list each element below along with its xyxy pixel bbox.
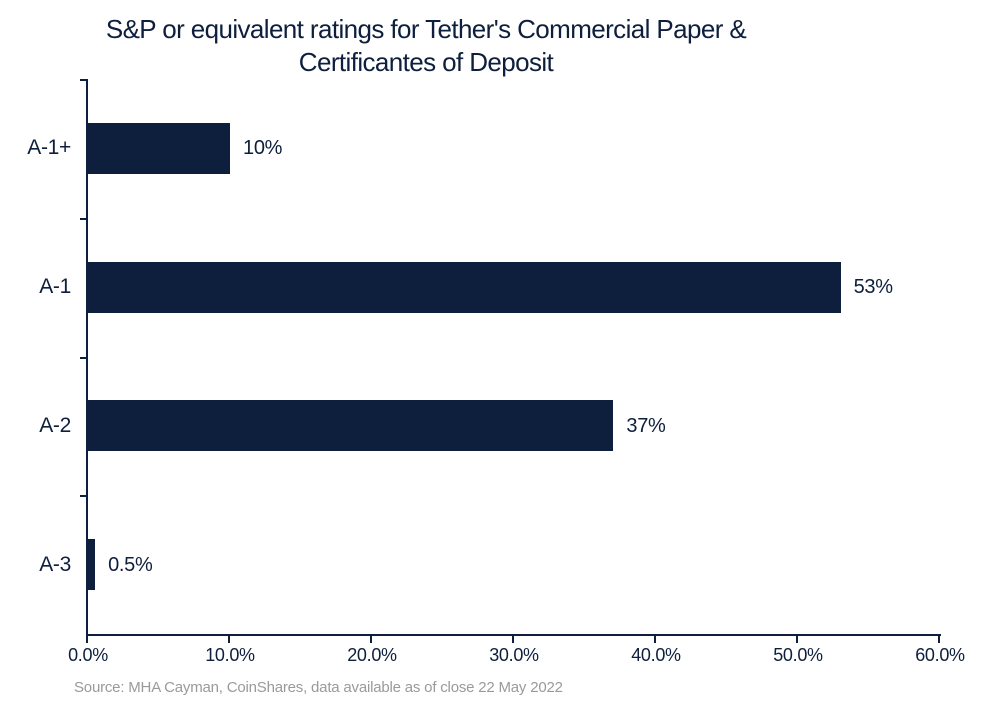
bar-a-2	[88, 400, 614, 452]
x-tick-label: 60.0%	[915, 645, 965, 665]
y-axis-tick	[80, 217, 86, 220]
category-label-a-3: A-3	[39, 552, 71, 576]
value-label-a-1plus: 10%	[243, 137, 283, 160]
y-axis-tick	[80, 495, 86, 498]
x-tick-label: 40.0%	[631, 645, 681, 665]
x-axis-tick	[654, 636, 656, 643]
bar-a-1	[88, 261, 841, 313]
category-label-a-1: A-1	[39, 275, 71, 299]
y-axis-tick	[80, 79, 86, 81]
category-label-a-1plus: A-1+	[27, 136, 71, 160]
value-label-a-1: 53%	[853, 276, 893, 299]
x-axis-tick	[512, 636, 514, 643]
chart-title-line2: Certificantes of Deposit	[298, 47, 554, 77]
x-axis-tick	[370, 636, 372, 643]
x-axis-tick	[938, 636, 940, 643]
category-label-a-2: A-2	[39, 413, 71, 437]
value-label-a-2: 37%	[626, 414, 666, 437]
x-axis-line	[86, 634, 941, 636]
x-tick-label: 30.0%	[489, 645, 539, 665]
value-label-a-3: 0.5%	[108, 553, 153, 576]
source-note: Source: MHA Cayman, CoinShares, data ava…	[74, 679, 563, 696]
x-axis-tick	[86, 636, 88, 643]
x-axis-tick	[796, 636, 798, 643]
x-tick-label: 20.0%	[347, 645, 397, 665]
y-axis-line	[86, 79, 88, 636]
x-tick-label: 50.0%	[773, 645, 823, 665]
chart-title-line1: S&P or equivalent ratings for Tether's C…	[105, 14, 747, 44]
x-tick-label: 10.0%	[205, 645, 255, 665]
y-axis-tick	[80, 356, 86, 359]
bar-a-3	[88, 539, 96, 591]
chart-title: S&P or equivalent ratings for Tether's C…	[0, 13, 852, 79]
x-axis-tick	[228, 636, 230, 643]
x-tick-label: 0.0%	[68, 645, 108, 665]
bar-a-1plus	[88, 122, 230, 174]
